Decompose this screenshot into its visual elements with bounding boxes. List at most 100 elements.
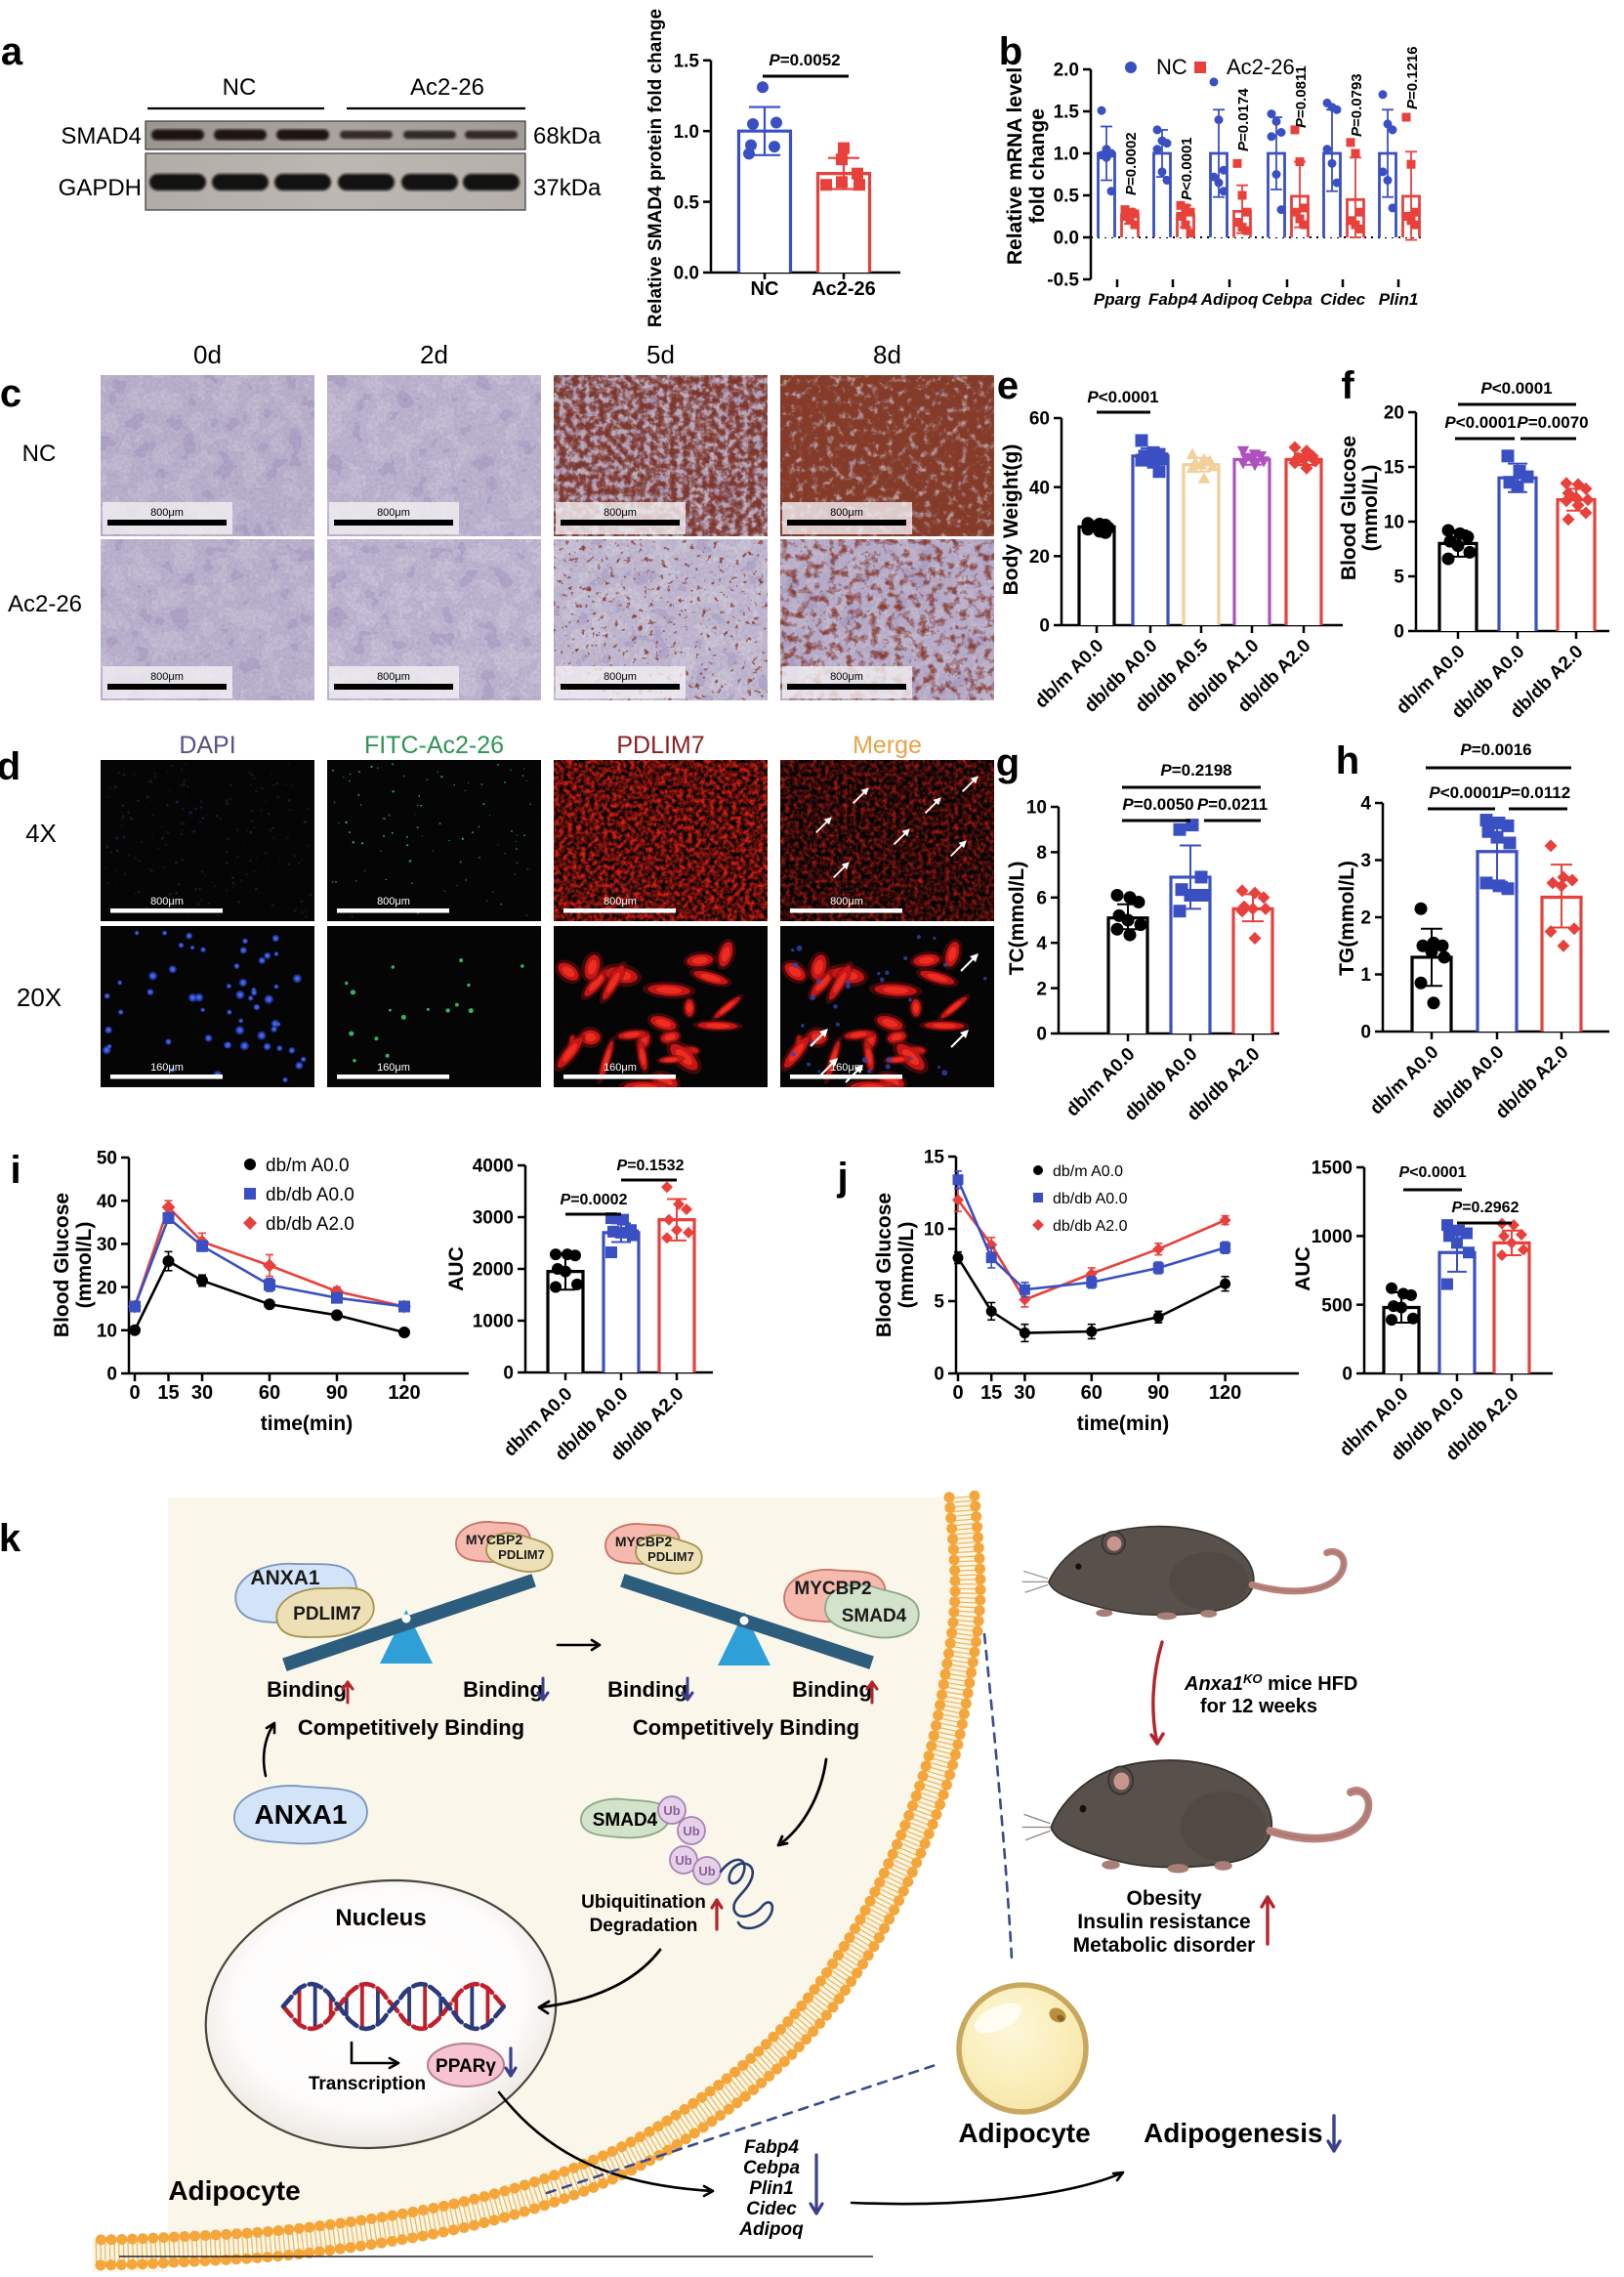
svg-text:Cidec: Cidec <box>1320 290 1366 309</box>
svg-text:P=0.0811: P=0.0811 <box>1293 65 1310 128</box>
svg-text:ANXA1: ANXA1 <box>255 1799 348 1830</box>
svg-text:160μm: 160μm <box>604 1062 637 1074</box>
svg-text:800μm: 800μm <box>604 507 637 519</box>
svg-text:800μm: 800μm <box>150 507 184 519</box>
svg-text:g: g <box>996 741 1020 784</box>
svg-text:0: 0 <box>1036 1025 1047 1045</box>
svg-text:b: b <box>999 30 1022 73</box>
svg-text:800μm: 800μm <box>830 671 863 683</box>
svg-text:i: i <box>10 1149 21 1192</box>
svg-text:DAPI: DAPI <box>179 732 235 759</box>
svg-text:15: 15 <box>1384 458 1405 479</box>
svg-text:1000: 1000 <box>1312 1227 1353 1247</box>
svg-text:Obesity: Obesity <box>1126 1887 1201 1910</box>
svg-text:15: 15 <box>924 1148 945 1168</box>
svg-text:(mmol/L): (mmol/L) <box>1359 465 1382 552</box>
svg-text:P=0.2198: P=0.2198 <box>1160 761 1231 780</box>
svg-text:Ubiquitination: Ubiquitination <box>581 1892 706 1913</box>
svg-text:0: 0 <box>106 1365 117 1385</box>
svg-text:0: 0 <box>129 1382 140 1404</box>
svg-text:db/db A0.0: db/db A0.0 <box>1053 1191 1128 1207</box>
svg-text:20: 20 <box>97 1278 117 1298</box>
svg-text:f: f <box>1341 364 1354 407</box>
svg-text:db/m A0.0: db/m A0.0 <box>1053 1163 1123 1180</box>
svg-text:800μm: 800μm <box>377 507 410 519</box>
svg-text:AUC: AUC <box>445 1246 468 1291</box>
svg-text:4: 4 <box>1036 934 1047 954</box>
svg-text:Cebpa: Cebpa <box>743 2158 801 2178</box>
svg-text:time(min): time(min) <box>1077 1413 1170 1435</box>
svg-text:Plin1: Plin1 <box>1379 290 1419 309</box>
svg-text:-0.5: -0.5 <box>1047 271 1079 291</box>
svg-text:AUC: AUC <box>1292 1246 1314 1291</box>
svg-text:2: 2 <box>1036 979 1047 999</box>
svg-text:60: 60 <box>1029 409 1050 430</box>
svg-text:ANXA1: ANXA1 <box>250 1567 320 1589</box>
svg-text:(mmol/L): (mmol/L) <box>895 1222 918 1309</box>
svg-text:5: 5 <box>1394 568 1404 588</box>
svg-text:Ac2-26: Ac2-26 <box>812 278 876 300</box>
svg-text:120: 120 <box>1209 1382 1241 1404</box>
svg-text:0: 0 <box>934 1365 944 1385</box>
svg-text:3: 3 <box>1360 851 1371 871</box>
svg-text:PDLIM7: PDLIM7 <box>498 1547 545 1562</box>
svg-text:MYCBP2: MYCBP2 <box>615 1534 673 1549</box>
svg-text:0: 0 <box>952 1382 963 1404</box>
svg-text:NC: NC <box>1156 55 1187 79</box>
svg-text:Adipogenesis: Adipogenesis <box>1144 2118 1323 2148</box>
svg-text:Competitively Binding: Competitively Binding <box>633 1715 859 1740</box>
svg-text:68kDa: 68kDa <box>533 123 602 149</box>
svg-text:30: 30 <box>191 1382 213 1404</box>
svg-text:MYCBP2: MYCBP2 <box>794 1579 871 1599</box>
svg-text:P=0.0002: P=0.0002 <box>1123 132 1140 195</box>
svg-text:fold change: fold change <box>1026 108 1049 224</box>
svg-text:60: 60 <box>1081 1382 1103 1404</box>
svg-text:P=0.2962: P=0.2962 <box>1452 1200 1520 1216</box>
svg-text:1000: 1000 <box>473 1312 514 1332</box>
svg-text:0: 0 <box>1394 622 1404 643</box>
svg-text:3000: 3000 <box>473 1208 514 1229</box>
svg-text:Adipocyte: Adipocyte <box>958 2118 1090 2148</box>
svg-text:TC(mmol/L): TC(mmol/L) <box>1006 862 1028 976</box>
svg-text:P<0.0001: P<0.0001 <box>1480 379 1552 398</box>
svg-text:Cebpa: Cebpa <box>1262 290 1312 309</box>
svg-text:for 12 weeks: for 12 weeks <box>1200 1696 1317 1717</box>
svg-text:Merge: Merge <box>853 732 922 759</box>
svg-text:Competitively Binding: Competitively Binding <box>298 1715 524 1740</box>
svg-text:0: 0 <box>503 1364 514 1384</box>
svg-text:NC: NC <box>223 74 257 101</box>
svg-text:90: 90 <box>1147 1382 1169 1404</box>
svg-text:40: 40 <box>97 1192 117 1212</box>
svg-text:FITC-Ac2-26: FITC-Ac2-26 <box>364 732 504 759</box>
svg-text:Blood Glucose: Blood Glucose <box>1338 436 1360 580</box>
svg-text:Fabp4: Fabp4 <box>1148 290 1198 309</box>
svg-text:Plin1: Plin1 <box>749 2178 793 2199</box>
svg-text:time(min): time(min) <box>261 1413 354 1435</box>
svg-text:800μm: 800μm <box>377 896 410 907</box>
svg-text:PDLIM7: PDLIM7 <box>647 1549 694 1564</box>
svg-text:8d: 8d <box>873 340 901 369</box>
svg-text:30: 30 <box>97 1235 117 1255</box>
svg-text:PDLIM7: PDLIM7 <box>293 1604 361 1624</box>
svg-text:h: h <box>1336 739 1359 782</box>
svg-text:0.0: 0.0 <box>1054 229 1079 249</box>
svg-text:P=0.0050: P=0.0050 <box>1122 795 1193 814</box>
svg-text:Anxa1KO mice HFD: Anxa1KO mice HFD <box>1184 1671 1357 1695</box>
svg-text:SMAD4: SMAD4 <box>61 123 142 149</box>
svg-text:Ub: Ub <box>675 1853 691 1868</box>
svg-text:37kDa: 37kDa <box>533 175 602 201</box>
svg-text:Binding: Binding <box>463 1677 543 1702</box>
svg-text:10: 10 <box>924 1220 944 1241</box>
svg-text:a: a <box>1 30 23 73</box>
svg-text:Binding: Binding <box>607 1677 687 1702</box>
svg-text:160μm: 160μm <box>830 1062 863 1074</box>
svg-text:P=0.0793: P=0.0793 <box>1349 73 1365 137</box>
svg-text:Blood Glucose: Blood Glucose <box>51 1193 73 1337</box>
svg-text:800μm: 800μm <box>150 671 184 683</box>
svg-text:160μm: 160μm <box>377 1062 410 1074</box>
svg-text:Ub: Ub <box>698 1864 715 1878</box>
svg-text:SMAD4: SMAD4 <box>593 1810 658 1831</box>
svg-text:40: 40 <box>1029 478 1050 498</box>
svg-text:120: 120 <box>388 1382 420 1404</box>
svg-text:Relative SMAD4 protein fold ch: Relative SMAD4 protein fold change <box>645 9 666 327</box>
